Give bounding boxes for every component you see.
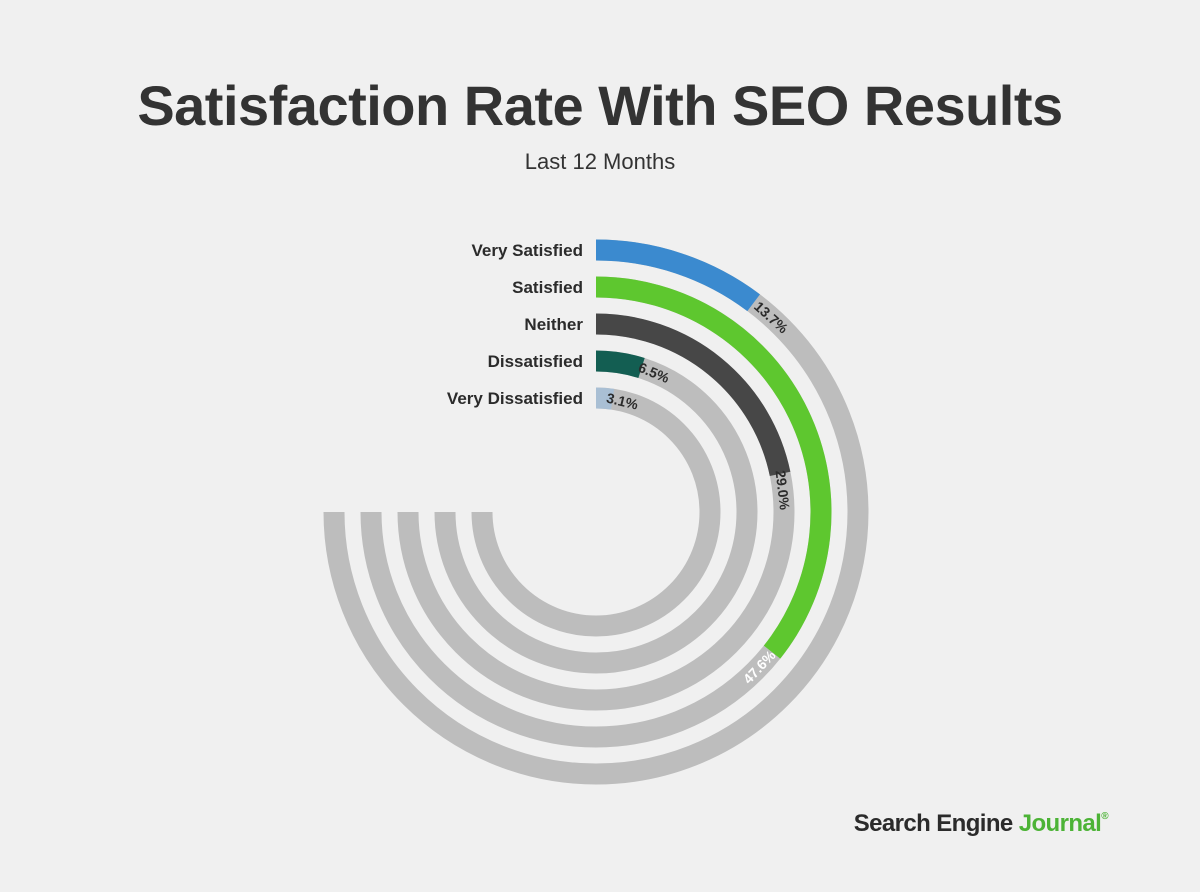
category-label-very-satisfied: Very Satisfied [471, 241, 583, 260]
brand-logo: Search Engine Journal® [853, 810, 1109, 837]
chart-title: Satisfaction Rate With SEO Results [137, 74, 1063, 137]
chart-subtitle: Last 12 Months [524, 149, 676, 174]
track-very-dissatisfied [471, 387, 721, 637]
category-label-dissatisfied: Dissatisfied [488, 352, 583, 371]
track-very-satisfied [323, 239, 869, 785]
bar-very-dissatisfied [595, 387, 615, 410]
category-label-satisfied: Satisfied [512, 278, 583, 297]
bar-dissatisfied [595, 350, 645, 379]
category-label-very-dissatisfied: Very Dissatisfied [447, 389, 583, 408]
brand-logo-registered-mark: ® [1101, 811, 1108, 822]
value-label-very-dissatisfied: 3.1% [605, 390, 640, 413]
bar-neither [595, 313, 791, 477]
bar-satisfied [595, 276, 832, 659]
bar-very-satisfied [595, 239, 760, 312]
value-label-neither: 29.0% [772, 469, 793, 511]
brand-logo-text-search-engine: Search Engine [853, 810, 1019, 837]
category-label-neither: Neither [524, 315, 583, 334]
brand-logo-text-journal: Journal [1018, 810, 1102, 837]
track-dissatisfied [434, 350, 758, 674]
